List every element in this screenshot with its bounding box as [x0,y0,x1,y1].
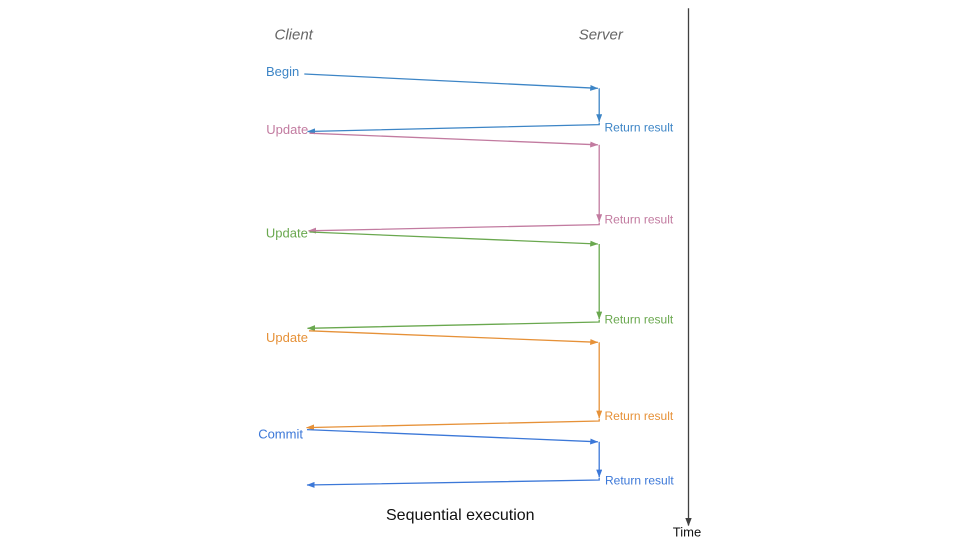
svg-text:Client: Client [275,26,314,43]
svg-text:Return result: Return result [605,313,674,327]
svg-text:Return result: Return result [605,120,674,134]
svg-text:Begin: Begin [266,64,299,79]
svg-text:Commit: Commit [258,426,303,441]
svg-text:Sequential execution: Sequential execution [386,507,535,524]
svg-text:Return result: Return result [605,474,674,488]
svg-text:Server: Server [579,26,624,43]
svg-text:Update: Update [266,330,308,345]
svg-text:Update: Update [266,122,308,137]
svg-text:Return result: Return result [605,212,674,226]
svg-text:Update: Update [266,226,308,241]
svg-text:Time: Time [673,524,701,539]
svg-text:Return result: Return result [605,409,674,423]
